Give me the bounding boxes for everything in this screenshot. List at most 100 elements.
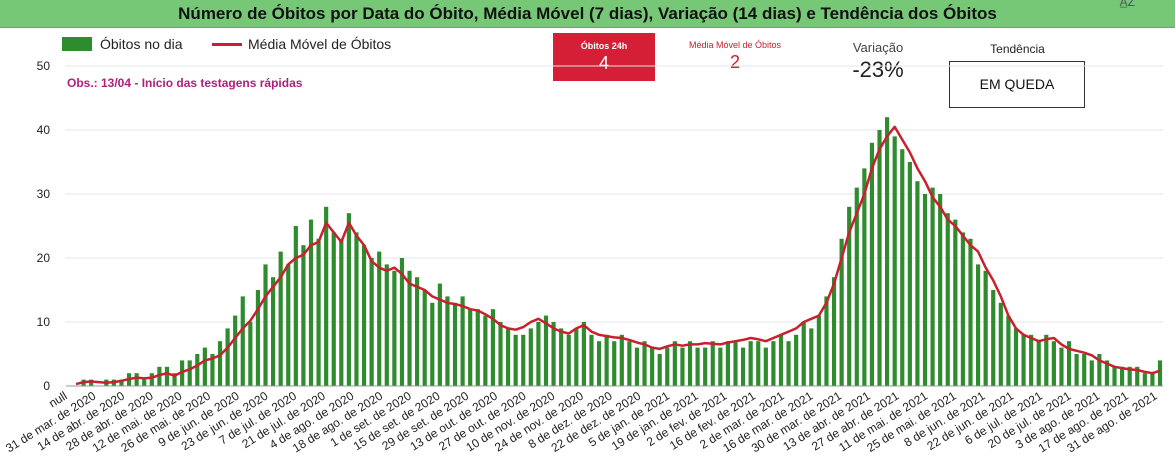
bar-daily-deaths[interactable] <box>1135 366 1140 386</box>
bar-daily-deaths[interactable] <box>634 347 640 386</box>
bar-daily-deaths[interactable] <box>831 277 837 386</box>
bar-daily-deaths[interactable] <box>240 296 245 386</box>
bar-daily-deaths[interactable] <box>771 341 776 386</box>
bar-daily-deaths[interactable] <box>483 315 488 386</box>
bar-daily-deaths[interactable] <box>604 334 609 386</box>
bar-daily-deaths[interactable] <box>945 213 950 386</box>
bar-daily-deaths[interactable] <box>134 373 139 386</box>
bar-daily-deaths[interactable] <box>1112 366 1117 386</box>
bar-daily-deaths[interactable] <box>877 130 882 386</box>
bar-daily-deaths[interactable] <box>718 347 723 386</box>
bar-daily-deaths[interactable] <box>1051 341 1056 386</box>
bar-daily-deaths[interactable] <box>498 322 503 386</box>
bar-daily-deaths[interactable] <box>528 328 533 386</box>
bar-daily-deaths[interactable] <box>324 206 329 386</box>
bar-daily-deaths[interactable] <box>293 226 298 386</box>
bar-daily-deaths[interactable] <box>551 322 556 386</box>
bar-daily-deaths[interactable] <box>195 354 200 386</box>
bar-daily-deaths[interactable] <box>960 232 965 386</box>
bar-daily-deaths[interactable] <box>1142 373 1147 386</box>
bar-daily-deaths[interactable] <box>975 264 981 386</box>
bar-daily-deaths[interactable] <box>740 347 746 386</box>
bar-daily-deaths[interactable] <box>210 354 215 386</box>
bar-daily-deaths[interactable] <box>392 270 397 386</box>
bar-daily-deaths[interactable] <box>794 334 799 386</box>
bar-daily-deaths[interactable] <box>574 328 579 386</box>
bar-daily-deaths[interactable] <box>824 296 829 386</box>
bar-daily-deaths[interactable] <box>354 232 359 386</box>
moving-average-line[interactable] <box>75 125 1161 386</box>
bar-daily-deaths[interactable] <box>900 149 905 386</box>
bar-daily-deaths[interactable] <box>1013 328 1019 386</box>
bar-daily-deaths[interactable] <box>513 334 518 386</box>
bar-daily-deaths[interactable] <box>278 251 283 386</box>
bar-daily-deaths[interactable] <box>596 341 602 386</box>
bar-daily-deaths[interactable] <box>885 117 890 386</box>
bar-daily-deaths[interactable] <box>308 219 314 386</box>
bar-daily-deaths[interactable] <box>89 379 94 386</box>
bar-daily-deaths[interactable] <box>339 238 344 386</box>
bar-daily-deaths[interactable] <box>301 245 306 386</box>
bar-daily-deaths[interactable] <box>809 328 814 386</box>
bar-daily-deaths[interactable] <box>687 341 693 386</box>
bar-daily-deaths[interactable] <box>172 373 177 386</box>
bar-daily-deaths[interactable] <box>816 315 821 386</box>
bar-daily-deaths[interactable] <box>703 347 708 386</box>
bar-daily-deaths[interactable] <box>1150 373 1155 386</box>
bar-daily-deaths[interactable] <box>521 334 526 386</box>
bar-daily-deaths[interactable] <box>680 347 685 386</box>
bar-daily-deaths[interactable] <box>991 290 996 386</box>
bar-daily-deaths[interactable] <box>922 194 928 386</box>
bar-daily-deaths[interactable] <box>915 181 920 386</box>
bar-daily-deaths[interactable] <box>1074 354 1079 386</box>
bar-daily-deaths[interactable] <box>1006 315 1011 386</box>
bar-daily-deaths[interactable] <box>650 347 655 386</box>
bar-daily-deaths[interactable] <box>187 360 192 386</box>
bar-daily-deaths[interactable] <box>445 296 450 386</box>
bar-daily-deaths[interactable] <box>415 277 420 386</box>
bar-daily-deaths[interactable] <box>490 309 496 386</box>
bar-daily-deaths[interactable] <box>748 341 753 386</box>
bar-daily-deaths[interactable] <box>119 379 124 386</box>
bar-daily-deaths[interactable] <box>559 328 564 386</box>
bar-daily-deaths[interactable] <box>384 264 389 386</box>
bar-daily-deaths[interactable] <box>430 302 435 386</box>
bar-daily-deaths[interactable] <box>407 270 412 386</box>
bar-daily-deaths[interactable] <box>801 322 806 386</box>
bar-daily-deaths[interactable] <box>1059 347 1064 386</box>
bar-daily-deaths[interactable] <box>763 347 768 386</box>
sort-az-icon[interactable]: A̲Z <box>1119 0 1135 9</box>
bar-daily-deaths[interactable] <box>1104 360 1110 386</box>
bar-daily-deaths[interactable] <box>536 322 541 386</box>
bar-daily-deaths[interactable] <box>854 187 859 386</box>
bar-daily-deaths[interactable] <box>1082 354 1087 386</box>
bar-daily-deaths[interactable] <box>263 264 268 386</box>
bar-daily-deaths[interactable] <box>1089 360 1094 386</box>
bar-daily-deaths[interactable] <box>369 258 374 386</box>
bar-daily-deaths[interactable] <box>422 290 427 386</box>
bar-daily-deaths[interactable] <box>346 213 351 386</box>
bar-daily-deaths[interactable] <box>665 347 670 386</box>
bar-daily-deaths[interactable] <box>847 206 852 386</box>
bar-daily-deaths[interactable] <box>672 341 677 386</box>
bar-daily-deaths[interactable] <box>869 142 875 386</box>
bar-daily-deaths[interactable] <box>399 258 405 386</box>
bar-daily-deaths[interactable] <box>271 277 276 386</box>
bar-daily-deaths[interactable] <box>149 373 154 386</box>
bar-daily-deaths[interactable] <box>506 328 511 386</box>
bar-daily-deaths[interactable] <box>566 334 571 386</box>
bar-daily-deaths[interactable] <box>968 238 973 386</box>
bar-daily-deaths[interactable] <box>248 322 253 386</box>
bar-daily-deaths[interactable] <box>581 322 586 386</box>
bar-daily-deaths[interactable] <box>225 328 230 386</box>
bar-daily-deaths[interactable] <box>892 136 897 386</box>
bar-daily-deaths[interactable] <box>938 194 943 386</box>
bar-daily-deaths[interactable] <box>839 238 844 386</box>
bar-daily-deaths[interactable] <box>612 341 617 386</box>
bar-daily-deaths[interactable] <box>475 309 480 386</box>
bar-daily-deaths[interactable] <box>619 334 624 386</box>
bar-daily-deaths[interactable] <box>930 187 935 386</box>
bar-daily-deaths[interactable] <box>164 366 170 386</box>
bar-daily-deaths[interactable] <box>468 309 473 386</box>
bar-daily-deaths[interactable] <box>361 245 367 386</box>
